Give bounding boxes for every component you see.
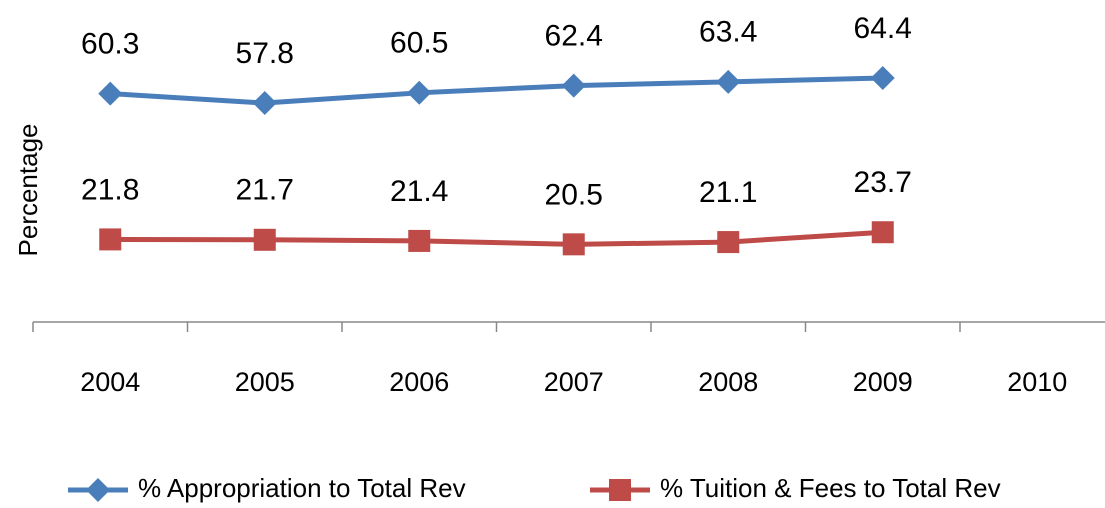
data-label: 64.4 xyxy=(854,12,912,45)
data-label: 20.5 xyxy=(545,178,603,211)
point xyxy=(252,91,277,116)
point xyxy=(408,229,431,252)
x-tick-label: 2009 xyxy=(853,367,913,397)
x-tick-label: 2010 xyxy=(1007,367,1067,397)
point xyxy=(99,228,122,251)
data-label: 60.3 xyxy=(81,27,139,60)
x-tick-label: 2004 xyxy=(80,367,140,397)
point xyxy=(98,81,123,106)
point xyxy=(253,228,276,251)
y-axis-label: Percentage xyxy=(13,124,43,257)
series-line xyxy=(110,229,883,247)
x-tick-label: 2006 xyxy=(389,367,449,397)
point xyxy=(871,221,894,244)
point xyxy=(717,231,740,254)
data-label: 21.7 xyxy=(236,174,294,207)
data-label: 21.4 xyxy=(390,175,448,208)
legend-label: % Appropriation to Total Rev xyxy=(138,473,466,503)
legend-marker xyxy=(86,478,110,502)
data-label: 57.8 xyxy=(236,37,294,70)
legend-label: % Tuition & Fees to Total Rev xyxy=(660,473,1001,503)
data-label: 62.4 xyxy=(545,20,603,53)
point xyxy=(561,73,586,98)
data-label: 60.5 xyxy=(390,27,448,60)
data-label: 21.8 xyxy=(81,173,139,206)
data-label: 21.1 xyxy=(699,176,757,209)
x-tick-label: 2007 xyxy=(544,367,604,397)
point xyxy=(562,233,585,256)
x-tick-label: 2005 xyxy=(235,367,295,397)
legend-marker xyxy=(609,479,631,501)
x-tick-label: 2008 xyxy=(698,367,758,397)
point xyxy=(407,80,432,105)
data-label: 63.4 xyxy=(699,16,757,49)
point xyxy=(716,69,741,94)
data-label: 23.7 xyxy=(854,166,912,199)
point xyxy=(870,66,895,91)
series-line xyxy=(110,75,883,106)
